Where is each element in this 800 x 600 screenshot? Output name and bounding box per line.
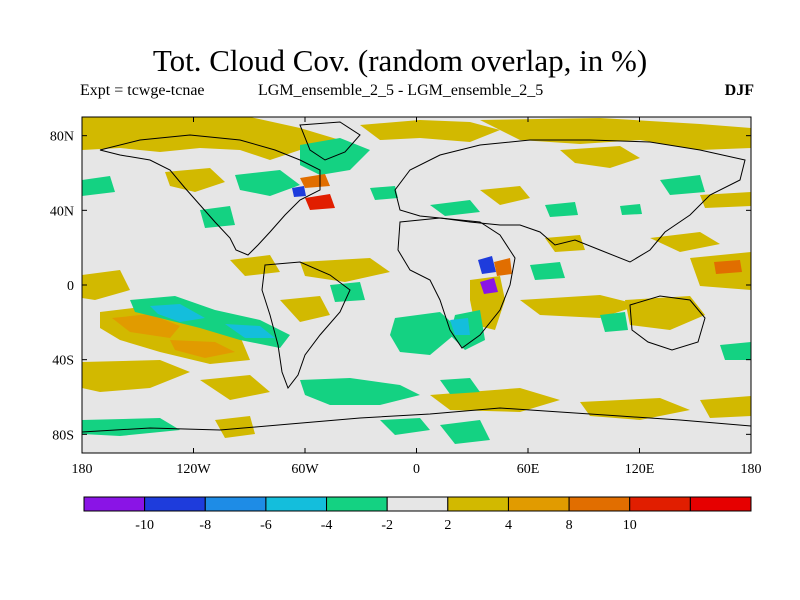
comparison-label: LGM_ensemble_2_5 - LGM_ensemble_2_5: [258, 82, 544, 99]
coastline-south-america: [261, 261, 351, 390]
colorbar-label: 2: [444, 518, 451, 533]
x-tick-label: 120W: [176, 462, 211, 477]
colorbar-swatch: [265, 496, 328, 512]
y-tick-label: 40S: [52, 354, 74, 369]
contour-positive-region: [560, 146, 640, 168]
contour-positive-region: [700, 192, 751, 208]
contour-negative-region: [200, 206, 235, 228]
contour-negative-region: [545, 202, 578, 217]
coastline-antarctica: [82, 407, 751, 433]
contour-negative-region: [82, 418, 180, 436]
contour-negative-region: [292, 186, 306, 197]
contour-positive-region: [360, 120, 500, 142]
contour-negative-region: [380, 418, 430, 435]
contour-negative-region: [390, 312, 460, 355]
contour-positive-region: [430, 388, 560, 412]
contour-negative-region: [720, 342, 751, 360]
coastline-europe-asia: [394, 139, 746, 263]
colorbar-swatch: [144, 496, 206, 512]
colorbar-label: 4: [505, 518, 512, 533]
contour-positive-region: [480, 118, 751, 150]
contour-negative-region: [440, 378, 480, 394]
contour-negative-region: [530, 262, 565, 280]
contour-negative-region: [300, 378, 420, 405]
contour-positive-region: [300, 258, 390, 282]
colorbar-swatch: [204, 496, 267, 512]
coastline-north-america: [99, 134, 321, 256]
experiment-label: Expt = tcwge-tcnae: [80, 82, 205, 99]
contour-positive-region: [165, 168, 225, 192]
colorbar-label: 10: [623, 518, 637, 533]
contour-positive-region: [580, 398, 690, 420]
contour-positive-region: [200, 375, 270, 400]
colorbar-label: -10: [135, 518, 154, 533]
contour-negative-region: [600, 312, 628, 332]
x-tick-label: 180: [72, 462, 93, 477]
contour-positive-region: [112, 314, 180, 338]
coastlines: [82, 121, 751, 433]
colorbar-label: -8: [199, 518, 211, 533]
contour-positive-region: [650, 232, 720, 252]
colorbar-label: 8: [566, 518, 573, 533]
contour-positive-region: [300, 174, 330, 188]
contour-positive-region: [520, 295, 640, 318]
colorbar: -10 -8 -6 -4 -2 2 4 8 10: [83, 496, 752, 533]
contour-positive-region: [215, 416, 255, 438]
contour-negative-region: [330, 282, 365, 302]
contour-negative-region: [478, 256, 496, 274]
coastline-australia: [629, 295, 706, 351]
x-tick-label: 0: [413, 462, 420, 477]
contour-negative-region: [480, 278, 498, 294]
colorbar-swatch: [326, 496, 388, 512]
contour-positive-region: [230, 255, 280, 276]
x-tick-label: 60W: [291, 462, 319, 477]
contour-negative-region: [235, 170, 300, 196]
contour-negative-region: [440, 420, 490, 444]
colorbar-swatch: [386, 496, 449, 512]
contour-negative-region: [370, 186, 398, 200]
y-tick-label: 80N: [50, 130, 74, 145]
contour-positive-region: [82, 360, 190, 392]
contour-negative-region: [430, 200, 480, 216]
contour-positive-region: [82, 270, 130, 300]
contour-negative-region: [150, 304, 205, 322]
contour-positive-region: [545, 235, 585, 252]
colorbar-swatch: [689, 496, 752, 512]
colorbar-swatch: [568, 496, 631, 512]
contour-positive-region: [82, 117, 340, 160]
y-tick-label: 80S: [52, 428, 74, 443]
colorbar-label: -2: [381, 518, 393, 533]
x-tick-label: 60E: [517, 462, 540, 477]
x-tick-label: 180: [741, 462, 762, 477]
contour-negative-region: [82, 176, 115, 196]
season-label: DJF: [724, 82, 754, 99]
map-title: Tot. Cloud Cov. (random overlap, in %): [152, 43, 648, 78]
contour-positive-region: [700, 396, 751, 418]
contour-negative-region: [450, 318, 470, 335]
coastline-africa: [397, 217, 516, 349]
y-tick-label: 0: [67, 279, 74, 294]
contour-positive-region: [305, 194, 335, 210]
contour-positive-region: [494, 258, 512, 276]
contour-negative-region: [660, 175, 705, 195]
colorbar-swatch: [629, 496, 691, 512]
contour-fields: [82, 117, 751, 444]
y-tick-label: 40N: [50, 204, 74, 219]
contour-positive-region: [280, 296, 330, 322]
colorbar-label: -4: [321, 518, 333, 533]
x-tick-label: 120E: [625, 462, 655, 477]
axis-ticks: 180 120W 60W 0 60E 120E 180 80N 40N 0 40S 80S: [50, 117, 762, 477]
contour-positive-region: [170, 340, 235, 358]
coastline-greenland: [299, 121, 361, 161]
colorbar-swatch: [447, 496, 509, 512]
colorbar-swatch: [507, 496, 570, 512]
contour-negative-region: [620, 204, 642, 215]
contour-negative-region: [225, 324, 275, 338]
contour-positive-region: [714, 260, 742, 274]
contour-positive-region: [480, 186, 530, 205]
colorbar-label: -6: [260, 518, 272, 533]
colorbar-swatch: [83, 496, 146, 512]
contour-positive-region: [625, 296, 705, 330]
